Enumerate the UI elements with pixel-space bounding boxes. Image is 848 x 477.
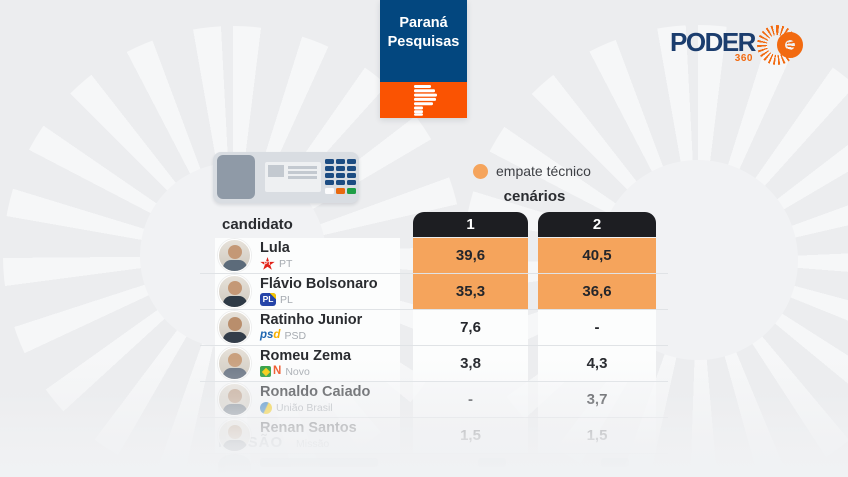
badge-line1: Paraná — [399, 15, 448, 31]
candidate-cell: Ratinho Junior psd PSD — [215, 310, 400, 345]
striped-p-icon — [413, 85, 437, 116]
legend: empate técnico — [473, 163, 591, 179]
party-label: PSD — [284, 329, 307, 342]
party-label: Missão — [296, 437, 330, 450]
avatar — [218, 239, 251, 272]
value-scenario-1: 1,5 — [413, 418, 528, 453]
pl-party-icon: PL — [260, 293, 276, 307]
candidate-cell: Lula PT PT — [215, 238, 400, 273]
value-scenario-1: 3,8 — [413, 346, 528, 381]
value-scenario-1: 39,6 — [413, 238, 528, 273]
value-scenario-1: 7,6 — [413, 310, 528, 345]
candidate-name: Ratinho Junior — [260, 311, 363, 328]
voting-machine-icon — [213, 152, 359, 203]
avatar — [218, 311, 251, 344]
candidate-cell: Romeu Zema N Novo — [215, 346, 400, 381]
party-label: União Brasil — [276, 401, 333, 414]
psd-party-icon: psd — [260, 329, 281, 342]
brazil-flag-icon — [260, 366, 271, 378]
avatar — [218, 347, 251, 380]
results-table: Lula PT PT 39,6 40,5 Flávio Bolsonaro PL… — [200, 238, 668, 477]
candidate-name: Flávio Bolsonaro — [260, 275, 378, 292]
parana-pesquisas-badge: Paraná Pesquisas — [380, 0, 467, 118]
candidate-cell: Renan Santos MISSÃO Missão — [215, 418, 400, 453]
party-label: PL — [280, 293, 293, 306]
poder-wordmark: PODER — [670, 27, 756, 57]
value-scenario-1: 35,3 — [413, 274, 528, 309]
value-scenario-2: 36,6 — [538, 274, 656, 309]
table-row-ghost — [200, 454, 668, 477]
table-row-ratinho-junior: Ratinho Junior psd PSD 7,6 - — [200, 310, 668, 346]
scenarios-label: cenários — [503, 188, 566, 205]
value-scenario-1: - — [413, 382, 528, 417]
avatar — [218, 454, 251, 476]
candidate-cell: Ronaldo Caiado União Brasil — [215, 382, 400, 417]
value-scenario-2: 1,5 — [538, 418, 656, 453]
tie-legend-label: empate técnico — [496, 163, 591, 179]
table-row-flavio-bolsonaro: Flávio Bolsonaro PL PL 35,3 36,6 — [200, 274, 668, 310]
candidate-column-header: candidato — [222, 216, 293, 233]
poder-360-label: 360 — [734, 53, 753, 64]
candidate-name: Lula — [260, 239, 290, 256]
pt-party-icon: PT — [260, 256, 275, 270]
party-label: Novo — [285, 365, 310, 378]
value-scenario-2: 4,3 — [538, 346, 656, 381]
uniao-brasil-party-icon — [260, 401, 272, 414]
candidate-cell: Flávio Bolsonaro PL PL — [215, 274, 400, 309]
avatar — [218, 383, 251, 416]
tie-legend-dot-icon — [473, 163, 488, 179]
candidate-name: Romeu Zema — [260, 347, 352, 364]
poder360-logo: PODER 360 — [670, 23, 803, 69]
value-scenario-2: 3,7 — [538, 382, 656, 417]
table-row-renan-santos: Renan Santos MISSÃO Missão 1,5 1,5 — [200, 418, 668, 454]
value-scenario-2: - — [538, 310, 656, 345]
table-row-ronaldo-caiado: Ronaldo Caiado União Brasil - 3,7 — [200, 382, 668, 418]
poder360-sunburst-icon — [756, 23, 803, 67]
badge-title: Paraná Pesquisas — [380, 0, 467, 82]
parana-pesquisas-logo-icon — [380, 82, 467, 118]
table-row-lula: Lula PT PT 39,6 40,5 — [200, 238, 668, 274]
value-scenario-2: 40,5 — [538, 238, 656, 273]
avatar — [218, 419, 251, 452]
table-row-romeu-zema: Romeu Zema N Novo 3,8 4,3 — [200, 346, 668, 382]
scenario-2-header: 2 — [538, 212, 656, 237]
party-label: PT — [279, 257, 293, 270]
badge-line2: Pesquisas — [387, 34, 460, 51]
novo-party-icon: N — [273, 365, 282, 378]
avatar — [218, 275, 251, 308]
scenario-1-header: 1 — [413, 212, 528, 237]
candidate-name: Ronaldo Caiado — [260, 383, 371, 400]
